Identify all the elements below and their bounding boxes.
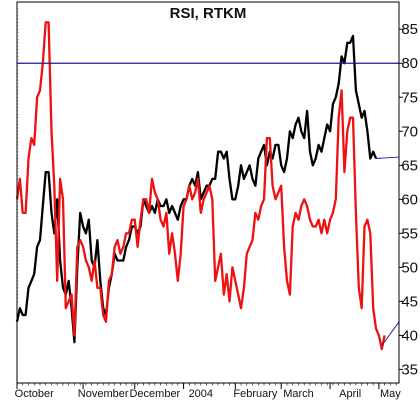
y-tick-label: 50 <box>401 259 418 276</box>
x-tick-label: November <box>78 388 129 400</box>
x-tick-label: April <box>339 388 361 400</box>
x-tick-label: March <box>283 388 314 400</box>
y-tick-label: 70 <box>401 123 418 140</box>
y-tick-label: 55 <box>401 225 418 242</box>
x-tick-label: February <box>233 388 278 400</box>
series-line-2 <box>15 21 386 351</box>
x-tick-label: October <box>15 388 54 400</box>
plot-frame <box>16 1 400 384</box>
y-tick-label: 85 <box>401 21 418 38</box>
chart-title: RSI, RTKM <box>170 5 247 22</box>
y-tick-label: 75 <box>401 89 418 106</box>
y-tick-label: 65 <box>401 157 418 174</box>
y-tick-label: 35 <box>401 361 418 378</box>
x-axis: October November December 2004 February March… <box>15 383 401 400</box>
x-tick-label: May <box>380 388 401 400</box>
x-tick-label: 2004 <box>189 388 213 400</box>
y-tick-label: 60 <box>401 191 418 208</box>
y-tick-label: 40 <box>401 327 418 344</box>
series-line-4 <box>381 321 400 346</box>
series-line-3 <box>375 156 400 159</box>
series-layer <box>15 21 400 351</box>
y-tick-label: 45 <box>401 293 418 310</box>
y-axis: 35 40 45 50 55 60 65 70 75 80 85 <box>399 21 418 378</box>
x-tick-label: December <box>129 388 180 400</box>
y-tick-label: 80 <box>401 55 418 72</box>
